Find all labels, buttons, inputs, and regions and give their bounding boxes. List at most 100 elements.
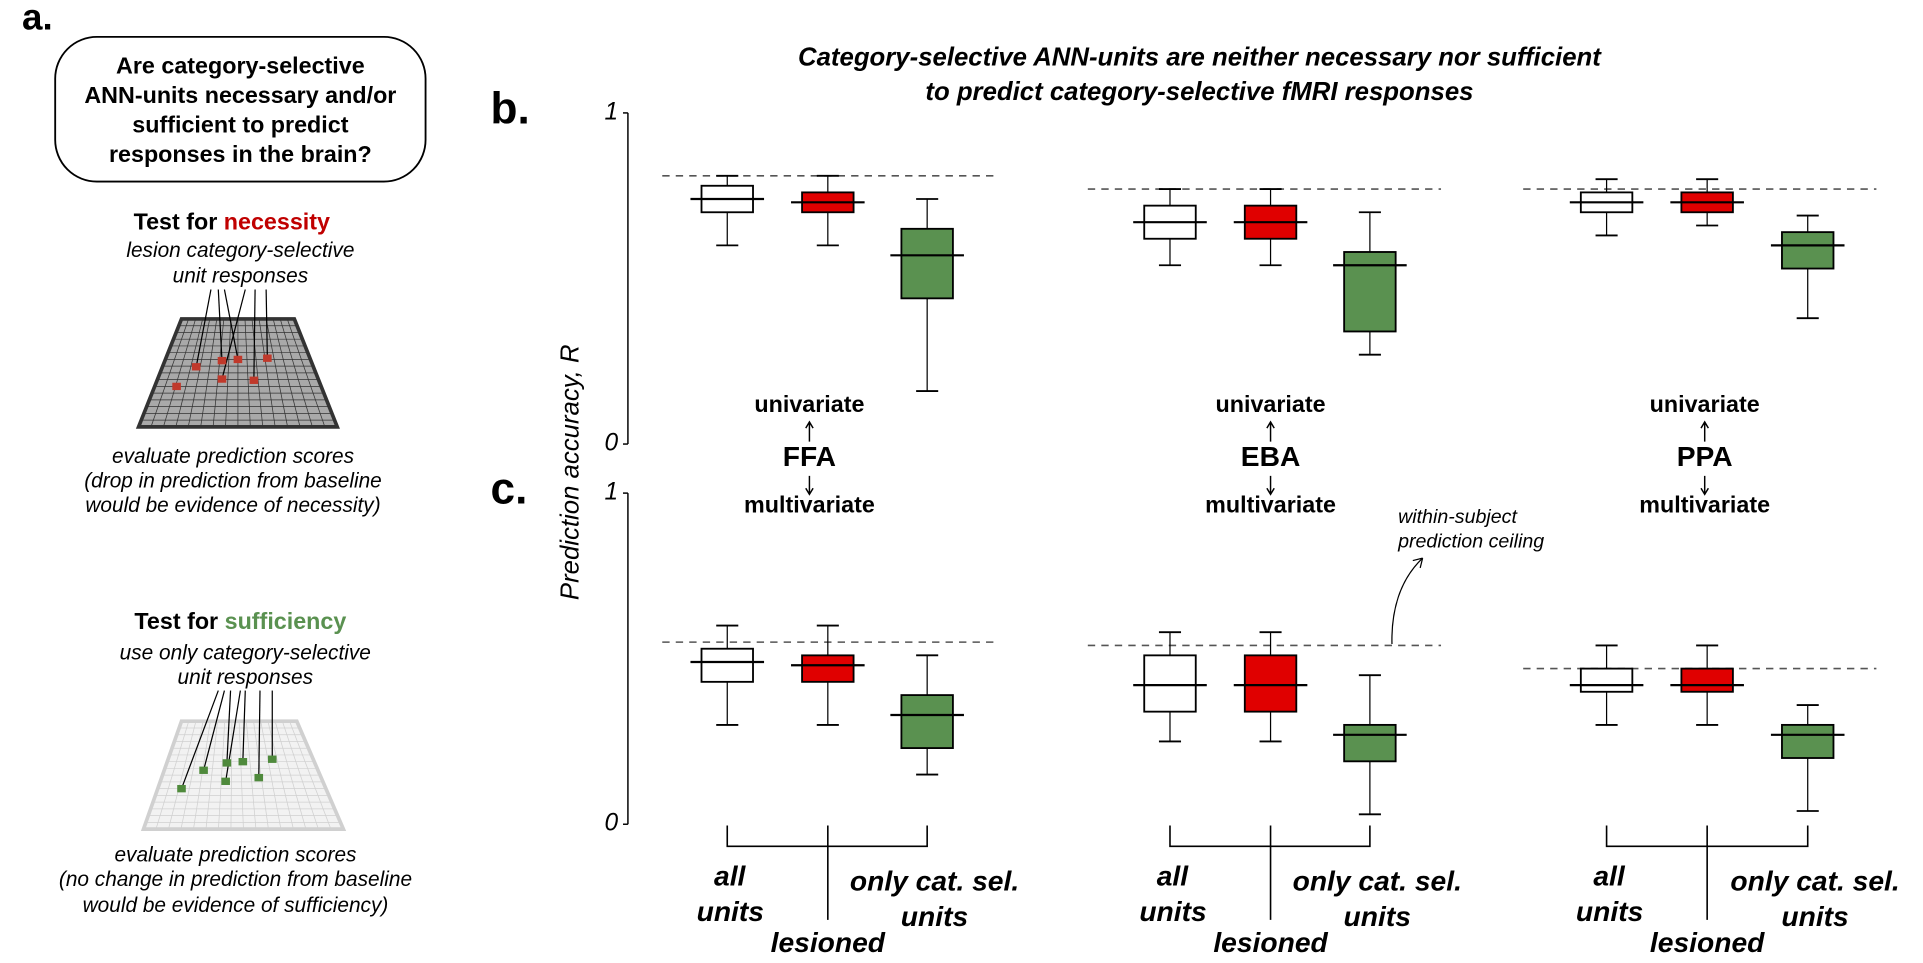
bracket <box>1605 825 1809 920</box>
evaluation-text: (drop in prediction from baseline <box>84 470 382 493</box>
test-text: unit responses <box>178 666 313 689</box>
selective-grid <box>140 690 347 831</box>
y-tick-label: 1 <box>604 98 618 125</box>
grid-col <box>251 318 264 427</box>
region-arrow <box>805 420 814 496</box>
annotation-arrow <box>1391 557 1424 644</box>
test-heading: Test for sufficiency <box>134 608 346 634</box>
region-name: FFA <box>783 440 836 472</box>
grid-col <box>274 721 307 830</box>
question: ANN-units necessary and/or <box>84 82 396 108</box>
annotation: within-subject <box>1398 506 1518 528</box>
x-tick-label: all units <box>696 859 764 928</box>
annotation: prediction ceiling <box>1397 530 1544 552</box>
grid-col <box>282 721 319 830</box>
x-tick-label: only cat. sel. units <box>1292 864 1462 933</box>
category-label: all units <box>1139 859 1207 928</box>
region-arrow <box>1266 420 1275 496</box>
grid-col <box>258 318 276 427</box>
box <box>1343 251 1397 333</box>
test-prefix: Test for <box>134 608 218 634</box>
region-upper: univariate <box>1650 391 1760 417</box>
region-lower: multivariate <box>1639 492 1770 518</box>
x-tick-label: lesioned <box>1213 926 1328 958</box>
grid-col <box>244 318 251 427</box>
unit <box>249 376 259 384</box>
grid-col <box>286 318 326 427</box>
unit <box>267 755 277 763</box>
grid-col <box>289 721 332 830</box>
pointer <box>258 690 261 778</box>
test-prefix: Test for <box>134 208 218 234</box>
grid-col <box>238 721 244 830</box>
y-axis-label: Prediction accuracy, R <box>556 344 584 600</box>
category-label: lesioned <box>1213 926 1328 958</box>
unit <box>263 354 272 362</box>
question: sufficient to predict <box>132 112 348 138</box>
grid-col <box>245 721 257 830</box>
region-upper: univariate <box>754 391 864 417</box>
panel-label: c. <box>491 465 528 514</box>
pointer <box>195 289 212 367</box>
unit <box>191 363 201 371</box>
unit <box>177 784 186 793</box>
box <box>900 227 954 300</box>
pointer <box>242 690 246 762</box>
grid-col <box>279 318 313 427</box>
region-lower: multivariate <box>1205 492 1336 518</box>
test-keyword: sufficiency <box>225 608 347 634</box>
lesion-grid <box>135 289 340 429</box>
evaluation-text: would be evidence of necessity) <box>85 494 380 517</box>
region-name: EBA <box>1241 440 1301 472</box>
pointer <box>265 289 268 359</box>
bracket <box>726 825 928 920</box>
box <box>700 647 754 683</box>
region-lower: multivariate <box>744 492 875 518</box>
unit <box>238 758 248 766</box>
category-label: all units <box>696 859 764 928</box>
grid-col <box>260 721 282 830</box>
evaluation-text: evaluate prediction scores <box>112 445 354 468</box>
region-upper: univariate <box>1216 391 1326 417</box>
grid-col <box>272 318 301 427</box>
question: Are category-selective <box>116 53 365 79</box>
pointer <box>253 289 256 381</box>
x-tick-label: all units <box>1575 859 1644 928</box>
pointer <box>202 690 226 771</box>
x-tick-label: only cat. sel. units <box>849 864 1020 933</box>
box <box>1680 667 1734 693</box>
box <box>1781 231 1835 270</box>
y-tick-label: 0 <box>604 430 618 457</box>
test-text: lesion category-selective <box>126 239 354 262</box>
question-box <box>54 35 427 183</box>
unit <box>233 355 243 364</box>
panel-label: a. <box>22 0 53 37</box>
unit <box>222 759 232 767</box>
box <box>1579 667 1634 693</box>
evaluation-text: evaluate prediction scores <box>114 844 356 867</box>
category-label: lesioned <box>1650 926 1764 958</box>
category-label: only cat. sel. units <box>1730 865 1899 932</box>
category-label: lesioned <box>771 926 885 958</box>
unit <box>217 375 227 383</box>
pointer <box>180 690 219 789</box>
box <box>1781 723 1835 759</box>
pointer <box>226 690 232 763</box>
category-label: only cat. sel. units <box>849 864 1020 933</box>
box <box>1243 654 1298 713</box>
unit <box>221 777 230 785</box>
category-label: all units <box>1575 859 1644 928</box>
test-text: unit responses <box>173 265 308 288</box>
grid-col <box>265 318 288 427</box>
test-keyword: necessity <box>224 208 330 234</box>
x-tick-label: all units <box>1139 859 1207 928</box>
panel-label: b. <box>491 84 530 133</box>
unit <box>199 766 208 774</box>
box <box>1143 654 1197 713</box>
box <box>900 694 954 749</box>
unit <box>254 773 264 782</box>
unit <box>217 356 227 365</box>
box <box>801 654 855 683</box>
annotation-arrow <box>1412 557 1424 569</box>
